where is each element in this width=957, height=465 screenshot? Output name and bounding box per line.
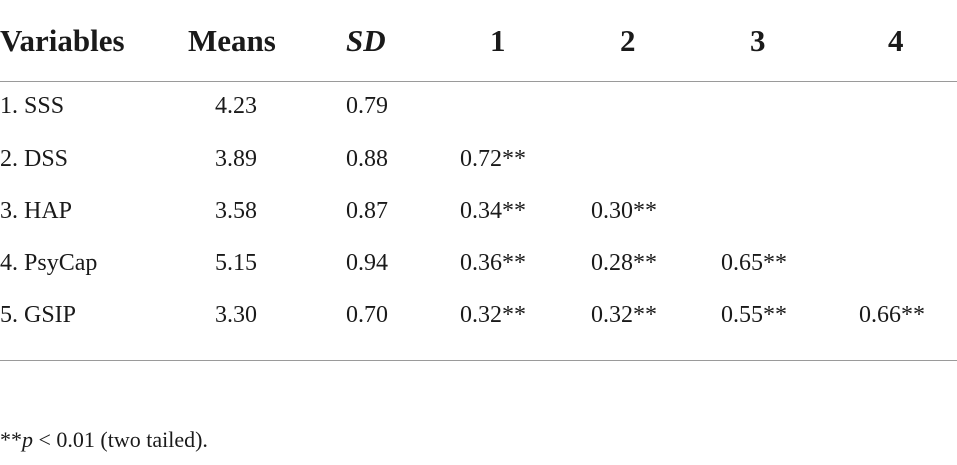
row-sd: 0.87 [346,198,388,224]
row-corr-1: 0.72** [460,146,526,172]
row-mean: 5.15 [215,250,257,276]
header-means: Means [188,23,276,58]
row-corr-1: 0.36** [460,250,526,276]
row-mean: 3.89 [215,146,257,172]
row-mean: 4.23 [215,93,257,119]
table-footnote: **p < 0.01 (two tailed). [0,425,208,455]
row-variable: 1. SSS [0,93,65,119]
row-sd: 0.70 [346,302,388,328]
row-corr-3: 0.65** [721,250,787,276]
header-col-2: 2 [620,23,636,58]
header-col-4: 4 [888,23,904,58]
header-col-3: 3 [750,23,766,58]
row-corr-2: 0.28** [591,250,657,276]
row-variable: 4. PsyCap [0,250,98,276]
header-variables: Variables [0,23,125,58]
row-variable: 5. GSIP [0,302,77,328]
row-corr-1: 0.32** [460,302,526,328]
row-sd: 0.79 [346,93,388,119]
row-variable: 3. HAP [0,198,73,224]
table-bottom-divider [0,360,957,361]
header-divider [0,81,957,82]
row-sd: 0.88 [346,146,388,172]
row-sd: 0.94 [346,250,388,276]
footnote-marker: ** [0,427,22,452]
row-mean: 3.30 [215,302,257,328]
header-col-1: 1 [490,23,506,58]
row-corr-2: 0.30** [591,198,657,224]
footnote-p-symbol: p [22,427,33,452]
row-corr-1: 0.34** [460,198,526,224]
row-corr-4: 0.66** [859,302,925,328]
footnote-text: < 0.01 (two tailed). [33,427,208,452]
header-sd: SD [346,23,386,58]
row-mean: 3.58 [215,198,257,224]
row-variable: 2. DSS [0,146,69,172]
row-corr-2: 0.32** [591,302,657,328]
row-corr-3: 0.55** [721,302,787,328]
